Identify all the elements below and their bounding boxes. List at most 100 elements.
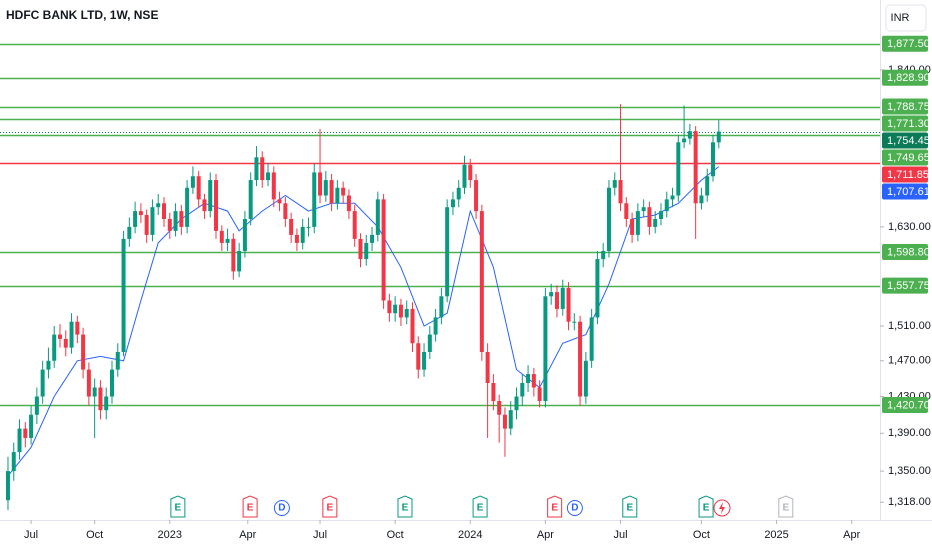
price-tag (882, 243, 928, 260)
candle-body (624, 203, 629, 219)
candle-body (450, 199, 455, 208)
candle-body (121, 238, 126, 352)
candle-body (687, 131, 692, 139)
candle-body (196, 176, 201, 200)
candle-body (46, 360, 51, 370)
alert-icon (713, 499, 731, 517)
candle-body (653, 218, 658, 227)
candle-body (5, 471, 10, 501)
candle-body (173, 211, 178, 231)
moving-average (7, 166, 720, 477)
price-tag (882, 277, 928, 294)
x-tick-label: Jul (24, 529, 38, 541)
currency-button[interactable] (885, 4, 927, 32)
price-tag-label: 1,711.85 (887, 169, 929, 181)
price-tag (882, 166, 928, 183)
candle-body (387, 300, 392, 314)
candle-body (416, 343, 421, 370)
plot-area (0, 43, 880, 511)
x-tick-label: 2024 (458, 529, 482, 541)
candle-body (266, 172, 271, 181)
candle-body (710, 142, 715, 177)
candle-body (670, 195, 675, 200)
price-tag (882, 183, 928, 200)
x-tick-label: 2025 (764, 529, 788, 541)
chart-title: HDFC BANK LTD, 1W, NSE (6, 8, 158, 22)
candle-body (358, 238, 363, 260)
candle-body (138, 211, 143, 216)
candle-body (40, 369, 45, 397)
candle-body (370, 234, 375, 243)
candle-body (479, 211, 484, 352)
event-marker (566, 500, 583, 516)
candle-body (150, 207, 155, 235)
candle-body (699, 195, 704, 204)
candle-body (474, 180, 479, 212)
event-marker (547, 495, 563, 518)
candle-body (162, 203, 167, 219)
candle-body (81, 334, 86, 370)
candle-body (323, 180, 328, 196)
candle-body (341, 187, 346, 196)
candle-body (179, 211, 184, 227)
candle-body (335, 187, 340, 204)
event-marker (778, 495, 794, 518)
y-tick-label: 1,350.00 (888, 465, 931, 477)
candle-body (271, 172, 276, 200)
event-marker (322, 495, 338, 518)
candle-body (346, 195, 351, 212)
currency-label[interactable]: INR (891, 12, 910, 24)
candle-body (601, 250, 606, 260)
candle-body (393, 304, 398, 314)
candle-body (630, 218, 635, 235)
candle-body (86, 369, 91, 397)
price-tag (882, 69, 928, 86)
candle-body (312, 172, 317, 227)
price-tag (882, 149, 928, 166)
candle-body (57, 334, 62, 339)
candle-body (318, 172, 323, 196)
x-tick-label: Apr (843, 529, 860, 541)
candle-body (375, 199, 380, 235)
candle-body (676, 142, 681, 196)
candle-body (144, 215, 149, 235)
candle-body (63, 338, 68, 348)
candle-body (352, 211, 357, 239)
candle-body (716, 131, 721, 143)
price-tag (882, 98, 928, 115)
candle-body (693, 131, 698, 204)
candle-body (34, 396, 39, 415)
candle-body (17, 428, 22, 453)
candle-body (214, 180, 219, 231)
candle-body (560, 287, 565, 309)
candle-body (410, 308, 415, 344)
candle-body (549, 292, 554, 297)
candle-body (225, 238, 230, 243)
candle-body (526, 374, 531, 383)
candle-body (705, 176, 710, 196)
x-tick-label: Jul (313, 529, 327, 541)
candle-body (329, 180, 334, 204)
x-tick-label: Oct (693, 529, 710, 541)
event-label: E (402, 503, 409, 514)
candle-body (23, 428, 28, 438)
price-tag-label: 1,877.50 (887, 38, 930, 50)
candle-body (185, 187, 190, 227)
event-label: E (626, 503, 633, 514)
candle-body (11, 452, 16, 472)
candle-body (300, 226, 305, 243)
y-tick-label: 1,318.00 (888, 496, 931, 508)
candle-body (682, 138, 687, 143)
candle-body (92, 387, 97, 397)
candle-body (508, 410, 513, 429)
price-tag-label: 1,707.61 (887, 186, 930, 198)
x-tick-label: 2023 (158, 529, 182, 541)
event-label: D (571, 503, 578, 514)
y-tick-label: 1,630.00 (888, 221, 931, 233)
event-marker (273, 500, 290, 516)
candle-body (133, 211, 138, 227)
candle-body (427, 334, 432, 352)
